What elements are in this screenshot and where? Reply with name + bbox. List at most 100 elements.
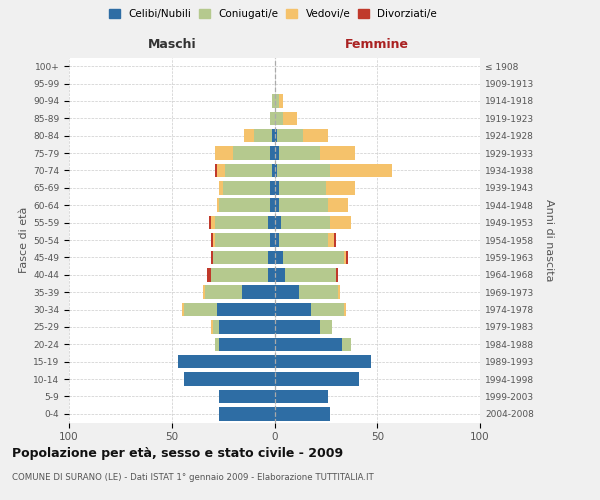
Bar — [275, 286, 299, 299]
Bar — [275, 233, 278, 247]
Bar — [184, 372, 275, 386]
Bar — [219, 338, 275, 351]
Bar — [344, 302, 346, 316]
Bar — [219, 320, 275, 334]
Bar — [283, 250, 344, 264]
Bar — [219, 181, 223, 194]
Bar — [206, 268, 211, 281]
Bar — [203, 286, 205, 299]
Text: COMUNE DI SURANO (LE) - Dati ISTAT 1° gennaio 2009 - Elaborazione TUTTITALIA.IT: COMUNE DI SURANO (LE) - Dati ISTAT 1° ge… — [12, 472, 374, 482]
Bar — [320, 320, 332, 334]
Bar — [330, 216, 350, 230]
Bar — [205, 286, 242, 299]
Bar — [275, 372, 359, 386]
Bar — [311, 302, 344, 316]
Bar — [271, 198, 275, 212]
Bar — [275, 250, 283, 264]
Bar — [272, 164, 275, 177]
Bar — [211, 233, 213, 247]
Bar — [217, 198, 219, 212]
Bar — [184, 302, 217, 316]
Bar — [268, 268, 275, 281]
Bar — [254, 129, 272, 142]
Text: Popolazione per età, sesso e stato civile - 2009: Popolazione per età, sesso e stato civil… — [12, 448, 343, 460]
Bar — [285, 268, 336, 281]
Bar — [272, 94, 275, 108]
Bar — [275, 268, 285, 281]
Bar — [338, 286, 340, 299]
Bar — [283, 112, 297, 125]
Legend: Celibi/Nubili, Coniugati/e, Vedovi/e, Divorziati/e: Celibi/Nubili, Coniugati/e, Vedovi/e, Di… — [104, 5, 442, 24]
Bar — [275, 198, 278, 212]
Bar — [275, 320, 320, 334]
Bar — [326, 181, 355, 194]
Text: Maschi: Maschi — [148, 38, 196, 51]
Bar — [277, 129, 303, 142]
Bar — [215, 233, 271, 247]
Bar — [211, 216, 215, 230]
Bar — [211, 250, 213, 264]
Bar — [281, 216, 330, 230]
Bar — [271, 146, 275, 160]
Bar — [278, 181, 326, 194]
Bar — [219, 198, 271, 212]
Bar — [299, 286, 338, 299]
Bar — [275, 355, 371, 368]
Y-axis label: Fasce di età: Fasce di età — [19, 207, 29, 273]
Bar — [303, 129, 328, 142]
Bar — [217, 164, 225, 177]
Bar — [271, 233, 275, 247]
Bar — [275, 94, 278, 108]
Bar — [328, 233, 334, 247]
Bar — [275, 112, 283, 125]
Bar — [223, 181, 271, 194]
Bar — [225, 164, 272, 177]
Bar — [215, 146, 233, 160]
Bar — [215, 164, 217, 177]
Bar — [215, 216, 268, 230]
Bar — [268, 216, 275, 230]
Bar — [277, 164, 330, 177]
Bar — [328, 198, 349, 212]
Bar — [334, 233, 336, 247]
Bar — [271, 112, 275, 125]
Y-axis label: Anni di nascita: Anni di nascita — [544, 198, 554, 281]
Bar — [344, 250, 346, 264]
Bar — [242, 286, 275, 299]
Bar — [275, 390, 328, 403]
Bar — [182, 302, 184, 316]
Bar — [211, 320, 213, 334]
Bar — [272, 129, 275, 142]
Bar — [219, 390, 275, 403]
Bar — [278, 94, 283, 108]
Bar — [278, 233, 328, 247]
Bar — [271, 181, 275, 194]
Bar — [209, 216, 211, 230]
Bar — [278, 146, 320, 160]
Bar — [275, 146, 278, 160]
Bar — [213, 250, 268, 264]
Bar — [178, 355, 275, 368]
Bar — [268, 250, 275, 264]
Bar — [275, 181, 278, 194]
Bar — [320, 146, 355, 160]
Bar — [211, 268, 268, 281]
Bar — [213, 233, 215, 247]
Bar — [275, 216, 281, 230]
Bar — [336, 268, 338, 281]
Bar — [215, 338, 219, 351]
Bar — [275, 164, 277, 177]
Text: Femmine: Femmine — [345, 38, 409, 51]
Bar — [233, 146, 271, 160]
Bar — [217, 302, 275, 316]
Bar — [343, 338, 350, 351]
Bar — [330, 164, 392, 177]
Bar — [244, 129, 254, 142]
Bar — [275, 302, 311, 316]
Bar — [275, 129, 277, 142]
Bar — [346, 250, 349, 264]
Bar — [219, 407, 275, 420]
Bar — [275, 407, 330, 420]
Bar — [275, 338, 343, 351]
Bar — [213, 320, 219, 334]
